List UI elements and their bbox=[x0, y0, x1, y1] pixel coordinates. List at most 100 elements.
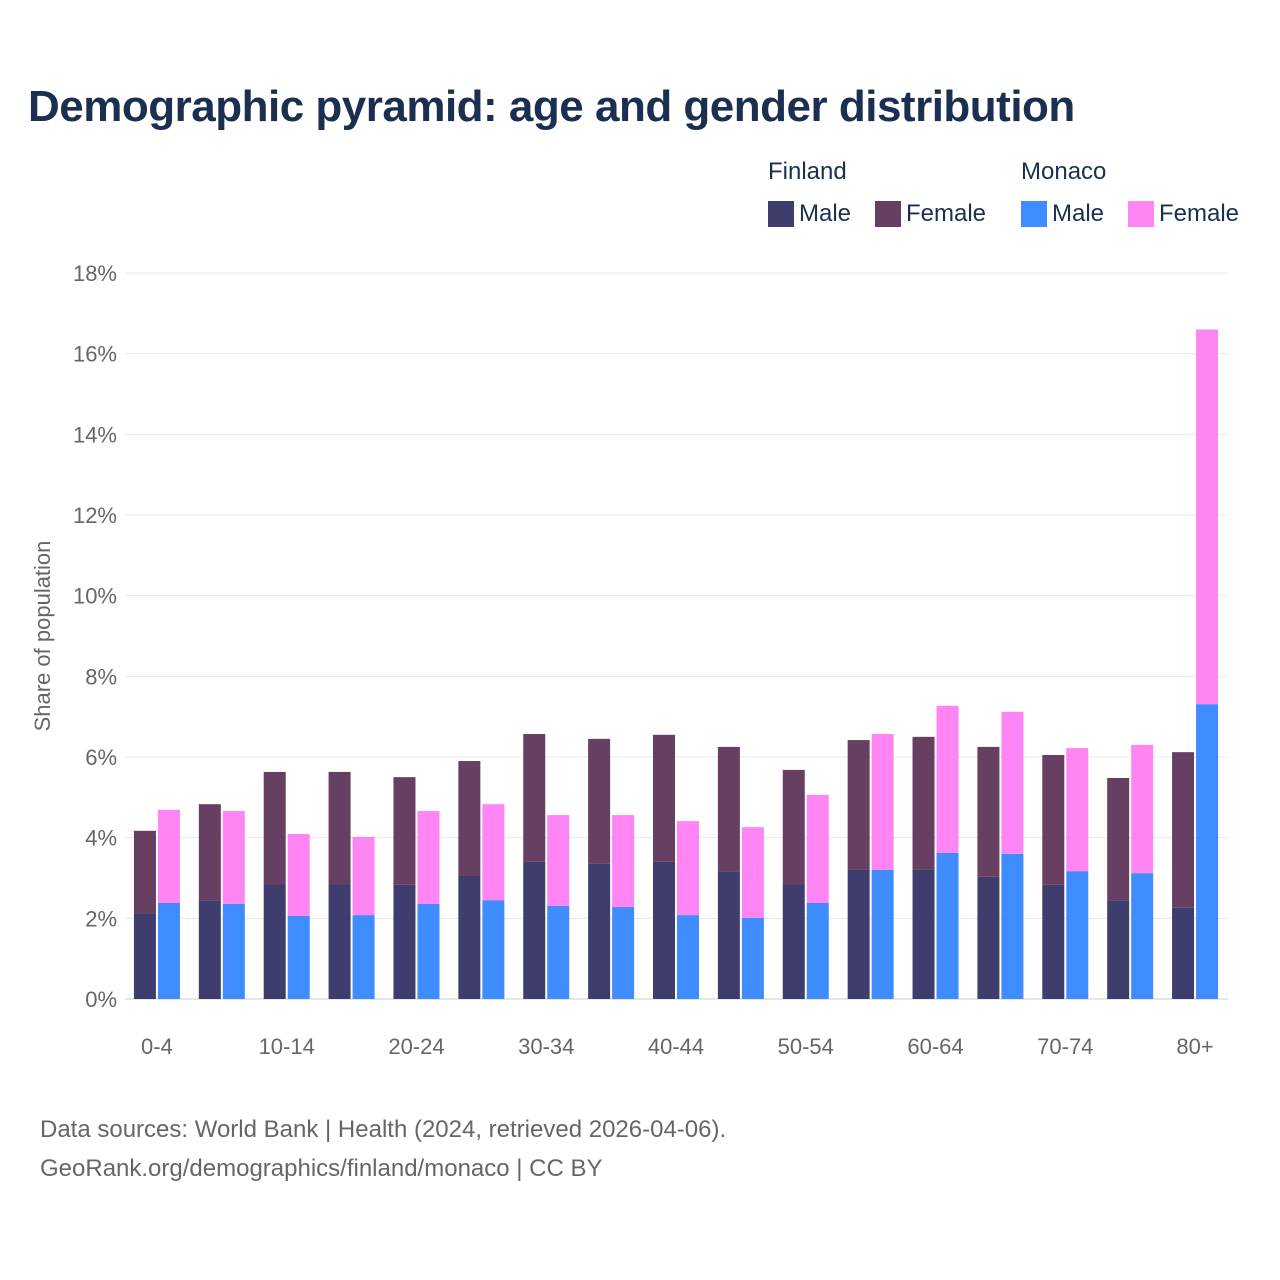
bar-finland-male bbox=[912, 869, 935, 999]
bar-finland-female bbox=[653, 734, 675, 862]
y-tick-label: 12% bbox=[73, 503, 117, 528]
legend-label: Male bbox=[1052, 200, 1105, 227]
bar-monaco-male bbox=[1131, 873, 1154, 999]
x-tick-label: 30-34 bbox=[518, 1034, 574, 1059]
bar-finland-female bbox=[133, 830, 156, 914]
bar-finland-male bbox=[1107, 900, 1130, 999]
bar-finland-male bbox=[263, 884, 286, 999]
source-line-2: GeoRank.org/demographics/finland/monaco … bbox=[40, 1155, 603, 1182]
bar-finland-male bbox=[393, 884, 416, 999]
x-tick-label: 0-4 bbox=[141, 1034, 173, 1059]
legend-swatch bbox=[875, 201, 901, 227]
bar-finland-female bbox=[328, 771, 351, 885]
bar-finland-male bbox=[458, 875, 481, 999]
bar-finland-male bbox=[328, 884, 351, 999]
bar-finland-male bbox=[653, 861, 675, 999]
y-tick-label: 18% bbox=[73, 261, 117, 286]
x-tick-label: 70-74 bbox=[1037, 1034, 1093, 1059]
bar-finland-male bbox=[717, 871, 740, 999]
bar-monaco-male bbox=[547, 905, 570, 999]
bar-monaco-female bbox=[871, 734, 894, 870]
bar-monaco-female bbox=[677, 821, 699, 916]
bar-finland-male bbox=[133, 913, 156, 999]
legend-label: Female bbox=[906, 200, 987, 227]
bar-finland-female bbox=[198, 804, 221, 901]
y-tick-label: 8% bbox=[85, 664, 117, 689]
bar-monaco-female bbox=[417, 811, 440, 904]
legend-country-finland: Finland bbox=[768, 158, 847, 185]
bar-finland-male bbox=[782, 884, 805, 999]
bar-monaco-male bbox=[352, 915, 375, 999]
bar-finland-female bbox=[393, 777, 416, 885]
bar-monaco-male bbox=[871, 869, 894, 999]
bar-monaco-male bbox=[1066, 871, 1089, 999]
bar-monaco-male bbox=[806, 903, 829, 999]
x-tick-label: 50-54 bbox=[778, 1034, 834, 1059]
bar-monaco-male bbox=[1001, 853, 1024, 999]
y-tick-label: 0% bbox=[85, 987, 117, 1012]
x-tick-label: 40-44 bbox=[648, 1034, 704, 1059]
bar-monaco-female bbox=[806, 794, 829, 904]
bar-monaco-female bbox=[1001, 711, 1024, 854]
legend-finland-male[interactable]: Male bbox=[768, 200, 851, 228]
bar-monaco-male bbox=[612, 907, 635, 999]
bar-monaco-male bbox=[482, 900, 505, 999]
y-tick-label: 14% bbox=[73, 422, 117, 447]
bar-monaco-male bbox=[936, 852, 959, 999]
y-tick-label: 2% bbox=[85, 906, 117, 931]
bar-finland-female bbox=[263, 771, 286, 885]
bar-finland-female bbox=[847, 740, 870, 870]
bar-finland-female bbox=[1042, 754, 1065, 885]
bar-monaco-female bbox=[157, 809, 180, 904]
bar-monaco-female bbox=[482, 804, 505, 901]
bar-monaco-male bbox=[157, 903, 180, 999]
y-tick-label: 16% bbox=[73, 342, 117, 367]
legend-swatch bbox=[768, 201, 794, 227]
legend-monaco-male[interactable]: Male bbox=[1021, 200, 1104, 228]
bar-monaco-female bbox=[222, 811, 245, 904]
legend-swatch bbox=[1021, 201, 1047, 227]
legend-label: Female bbox=[1159, 200, 1240, 227]
bar-monaco-male bbox=[222, 903, 245, 999]
y-axis-label: Share of population bbox=[30, 541, 55, 732]
bar-finland-female bbox=[458, 761, 481, 876]
bar-monaco-female bbox=[547, 815, 570, 906]
bar-monaco-female bbox=[612, 815, 635, 908]
bar-finland-male bbox=[847, 869, 870, 999]
bar-monaco-male bbox=[417, 903, 440, 999]
bar-finland-male bbox=[1042, 884, 1065, 999]
bar-finland-male bbox=[1172, 907, 1195, 999]
chart-title: Demographic pyramid: age and gender dist… bbox=[28, 82, 1075, 131]
bar-finland-male bbox=[977, 876, 1000, 999]
source-line-1: Data sources: World Bank | Health (2024,… bbox=[40, 1116, 727, 1143]
bar-monaco-male bbox=[1196, 704, 1219, 999]
bar-finland-female bbox=[912, 736, 935, 870]
bar-finland-female bbox=[1107, 777, 1130, 901]
bar-finland-female bbox=[782, 769, 805, 885]
y-tick-label: 10% bbox=[73, 584, 117, 609]
bar-monaco-female bbox=[741, 827, 764, 918]
bar-finland-male bbox=[198, 900, 221, 999]
bar-monaco-male bbox=[677, 915, 699, 999]
bar-monaco-female bbox=[1066, 748, 1089, 872]
bar-monaco-male bbox=[287, 915, 310, 999]
x-tick-label: 60-64 bbox=[907, 1034, 963, 1059]
bar-monaco-female bbox=[352, 836, 375, 916]
y-tick-label: 4% bbox=[85, 826, 117, 851]
bar-finland-female bbox=[1172, 752, 1195, 908]
legend-monaco-female[interactable]: Female bbox=[1128, 200, 1239, 228]
bar-monaco-male bbox=[741, 917, 764, 999]
legend-swatch bbox=[1128, 201, 1154, 227]
bar-monaco-female bbox=[1131, 744, 1154, 874]
bar-finland-female bbox=[717, 746, 740, 872]
legend-label: Male bbox=[799, 200, 852, 227]
bar-finland-female bbox=[523, 734, 546, 862]
x-tick-label: 20-24 bbox=[388, 1034, 444, 1059]
bar-finland-female bbox=[977, 746, 1000, 877]
x-tick-label: 80+ bbox=[1176, 1034, 1213, 1059]
legend-finland-female[interactable]: Female bbox=[875, 200, 986, 228]
y-tick-label: 6% bbox=[85, 745, 117, 770]
bar-finland-male bbox=[523, 861, 546, 999]
legend-country-monaco: Monaco bbox=[1021, 158, 1107, 185]
